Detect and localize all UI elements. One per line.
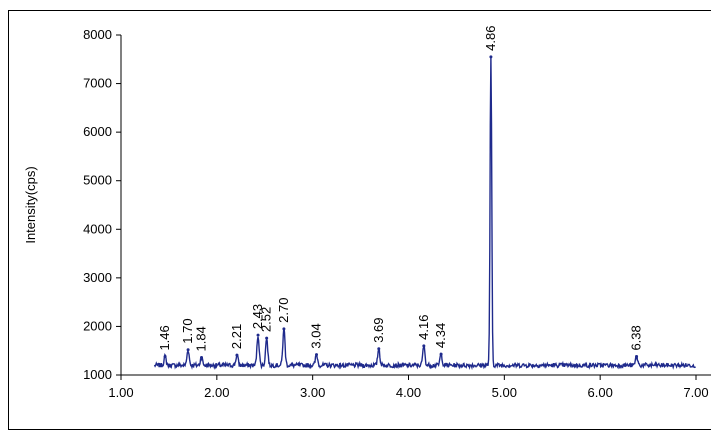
axes: 1000 2000 3000 4000 5000 6000 7000 8000 1.00 2.00… <box>83 27 711 400</box>
x-tick-label: 5.00 <box>492 385 517 400</box>
y-axis-title: Intensity(cps) <box>23 166 38 243</box>
peak-point <box>265 336 269 340</box>
x-tick-label: 2.00 <box>204 385 229 400</box>
peak-label: 4.16 <box>416 315 431 340</box>
chart-frame: 1000 2000 3000 4000 5000 6000 7000 8000 1.00 2.00… <box>8 10 711 430</box>
series-line <box>153 56 696 371</box>
peak-point <box>163 355 167 359</box>
peak-label: 1.46 <box>157 325 172 350</box>
peak-point <box>489 55 493 59</box>
y-tick-label: 5000 <box>83 173 112 188</box>
peak-label: 6.38 <box>629 325 644 350</box>
x-tick-label: 6.00 <box>588 385 613 400</box>
peak-point <box>422 344 426 348</box>
peak-label: 4.34 <box>433 323 448 348</box>
peak-label: 2.21 <box>229 324 244 349</box>
peak-point <box>315 353 318 357</box>
peak-point <box>200 356 203 360</box>
series-line-group <box>153 56 696 371</box>
peak-point <box>256 333 260 337</box>
y-tick-label: 3000 <box>83 270 112 285</box>
xrd-chart: 1000 2000 3000 4000 5000 6000 7000 8000 1.00 2.00… <box>23 26 711 400</box>
x-tick-label: 1.00 <box>108 385 133 400</box>
x-tick-label: 7.00 <box>683 385 708 400</box>
x-tick-label: 4.00 <box>396 385 421 400</box>
peak-label: 2.52 <box>259 307 274 332</box>
peak-point <box>635 355 639 359</box>
x-tick-label: 3.00 <box>300 385 325 400</box>
y-tick-label: 7000 <box>83 76 112 91</box>
peak-label: 1.84 <box>194 326 209 351</box>
peak-point <box>377 347 381 351</box>
peak-point <box>439 352 443 356</box>
y-tick-label: 4000 <box>83 221 112 236</box>
y-tick-label: 1000 <box>83 367 112 382</box>
peak-point <box>282 327 286 331</box>
y-tick-label: 2000 <box>83 318 112 333</box>
y-tick-label: 8000 <box>83 27 112 42</box>
peak-label: 3.04 <box>309 323 324 348</box>
peak-label: 2.43 <box>250 304 265 329</box>
peak-label: 1.70 <box>180 318 195 343</box>
peak-point <box>186 348 190 352</box>
y-tick-label: 6000 <box>83 124 112 139</box>
peak-label: 3.69 <box>371 317 386 342</box>
peak-labels: 1.46 1.701.84 2.21 2.432.52 2.70 3.04 3.69 4.16… <box>157 26 644 360</box>
peak-label: 4.86 <box>483 26 498 51</box>
peak-label: 2.70 <box>276 298 291 323</box>
peak-point <box>235 353 239 357</box>
